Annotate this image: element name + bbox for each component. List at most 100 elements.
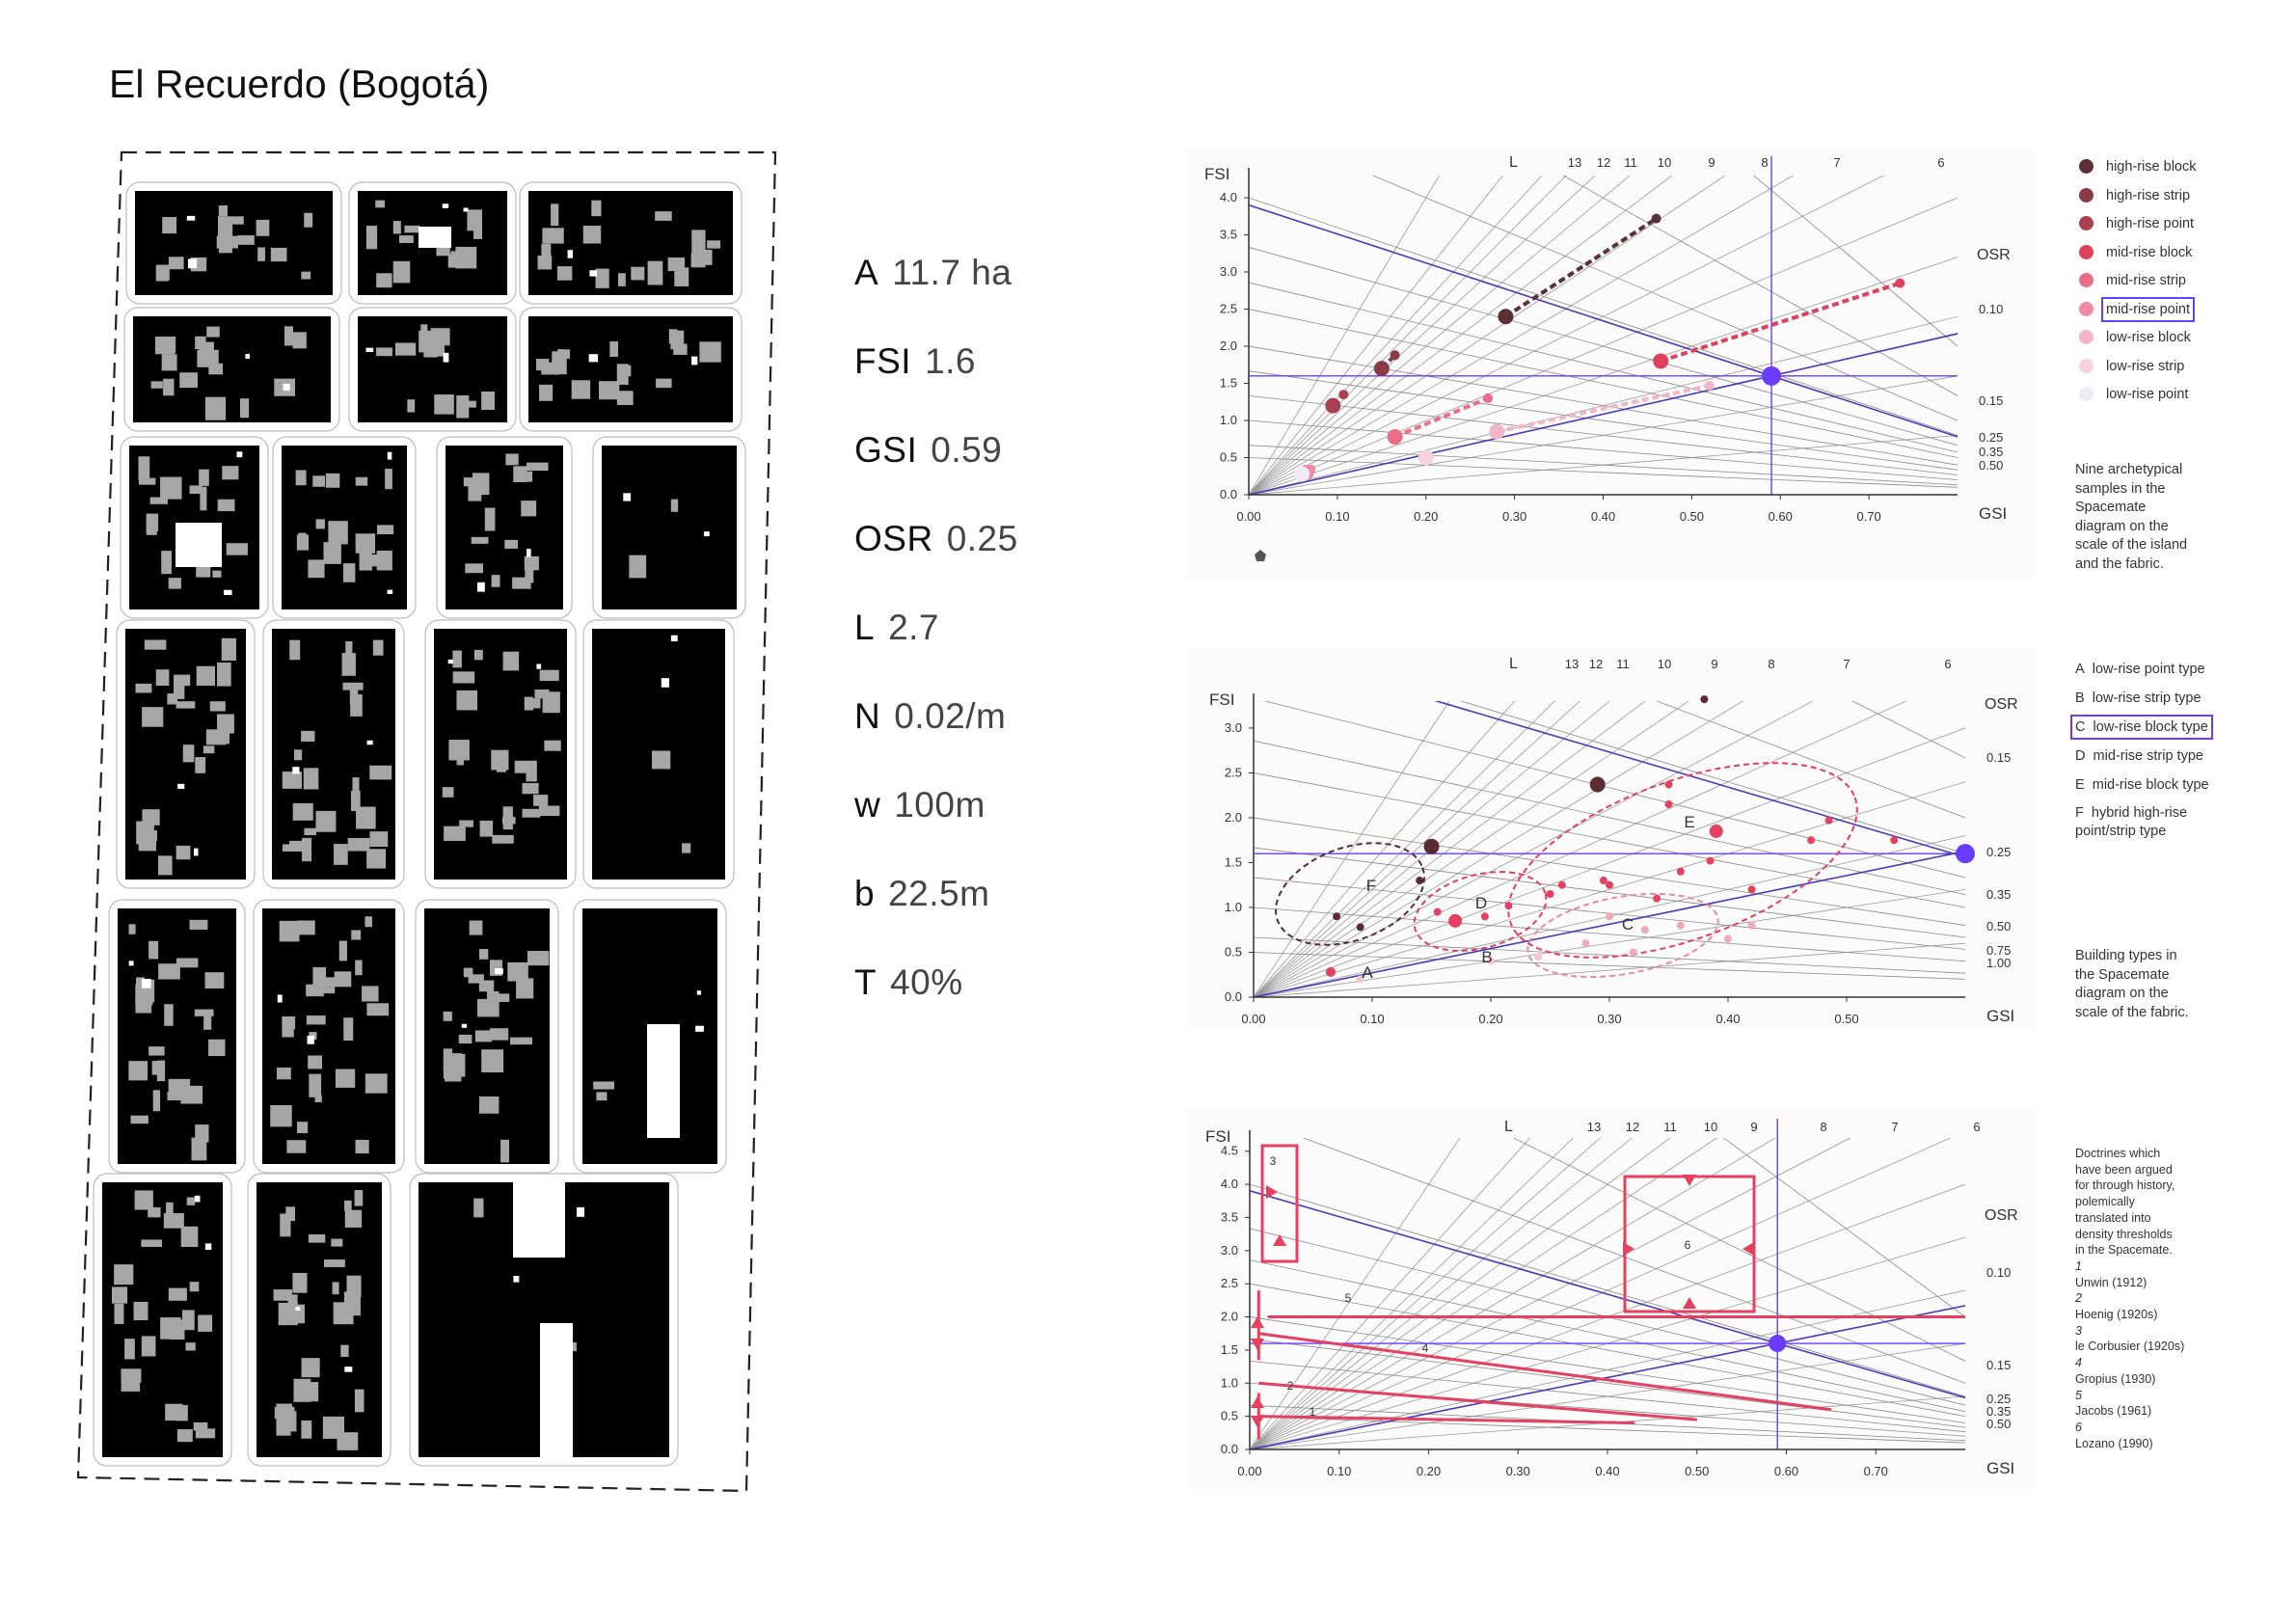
sample-range-line [1393,396,1489,439]
floors-line [1254,888,1965,997]
osr-line [1562,176,1958,396]
doctrine-name: Gropius (1930) [2075,1371,2156,1386]
doctrine-number: 4 [2075,1356,2082,1370]
courtyard [257,247,265,261]
courtyard [525,561,534,583]
courtyard [158,963,180,980]
courtyard [286,1411,297,1432]
courtyard [538,805,560,817]
floors-label: 11 [1663,1120,1677,1134]
courtyard [541,362,559,375]
open-lot [176,523,222,567]
spacemate-chart-building-types: 0.00 0.10 0.20 0.30 0.40 0.50 0.0 0.5 1.0 1.5 2.0 2… [1186,648,2035,1029]
floors-line [1249,176,1543,495]
courtyard [204,972,225,988]
courtyard [365,916,372,928]
osr-line [1254,817,1965,926]
floors-line [1249,257,1958,495]
floors-label: 8 [1768,657,1774,671]
open-lot [647,1024,680,1138]
building-type-legend: A low-rise point type B low-rise strip t… [2070,660,2239,839]
courtyard [617,273,626,286]
courtyard [334,844,348,865]
arrow-icon [1683,1175,1696,1186]
osr-label: 0.35 [1986,1404,2011,1419]
case-point [1769,1335,1787,1353]
courtyard [491,749,509,771]
courtyard [208,1039,226,1057]
metric-b: b 22.5m [854,874,990,913]
group-label: E [1684,813,1694,831]
courtyard [526,462,549,472]
x-tick-label: 0.30 [1502,509,1526,524]
doctrine-label: 1 [1310,1405,1316,1419]
osr-line [1249,282,1958,453]
courtyard [138,456,150,481]
courtyard [482,1000,491,1015]
floors-label: 7 [1891,1120,1898,1134]
doctrine-label: 3 [1270,1154,1277,1168]
floors-line [1250,1138,1601,1449]
floors-line [1250,1138,1718,1449]
courtyard [510,1037,532,1045]
osr-line [1249,247,1958,447]
courtyard [155,339,175,355]
osr-line [1249,197,1958,436]
y-tick-label: 3.0 [1225,720,1242,735]
courtyard [346,1275,362,1298]
sample-point [1534,953,1543,961]
courtyard [323,542,341,564]
courtyard [237,235,255,245]
floors-label: 12 [1626,1120,1639,1134]
courtyard [699,341,721,363]
osr-label: 0.25 [1986,845,2011,859]
osr-label: 0.50 [1979,458,2003,473]
courtyard [420,324,428,340]
light-well [536,663,542,669]
courtyard [372,639,384,656]
floors-reference-line [1249,333,1958,495]
courtyard [162,217,177,234]
courtyard [160,476,182,500]
courtyard [306,1015,326,1025]
light-well [283,383,290,392]
sample-point [1387,428,1403,445]
courtyard [308,1055,323,1069]
legend-item: low-rise point [2075,385,2197,414]
courtyard [376,525,394,535]
legend-item-selected: C low-rise block type [2070,715,2213,740]
courtyard [502,651,520,671]
courtyard [182,744,195,763]
courtyard [481,391,496,411]
courtyard [448,1053,466,1077]
x-tick-label: 0.60 [1774,1464,1798,1478]
x-tick-label: 0.20 [1414,509,1438,524]
floors-line [1254,701,1580,997]
osr-line [1250,1228,1965,1406]
osr-line [1249,345,1958,466]
light-well [704,531,710,537]
doctrine-name: Hoenig (1920s) [2075,1308,2158,1322]
courtyard [481,1049,504,1073]
courtyard [479,820,494,837]
floors-label: 12 [1597,155,1610,170]
courtyard [385,469,392,490]
courtyard [513,466,527,482]
osr-reference-line [1434,701,1965,858]
courtyard [324,1259,345,1267]
courtyard [314,1095,322,1102]
pentagon-icon [1255,550,1266,561]
osr-reference-line [1250,1190,1965,1399]
courtyard [308,1234,326,1243]
courtyard [469,920,483,935]
sample-point [1651,213,1661,224]
floors-line [1254,701,1907,997]
y-tick-label: 4.0 [1220,190,1237,204]
courtyard [491,575,500,587]
sample-point [1606,912,1613,921]
floors-line [1249,176,1596,495]
spacemate-grid [1249,176,1958,495]
courtyard [222,216,233,239]
courtyard [315,810,337,832]
legend-dot [2079,330,2093,344]
